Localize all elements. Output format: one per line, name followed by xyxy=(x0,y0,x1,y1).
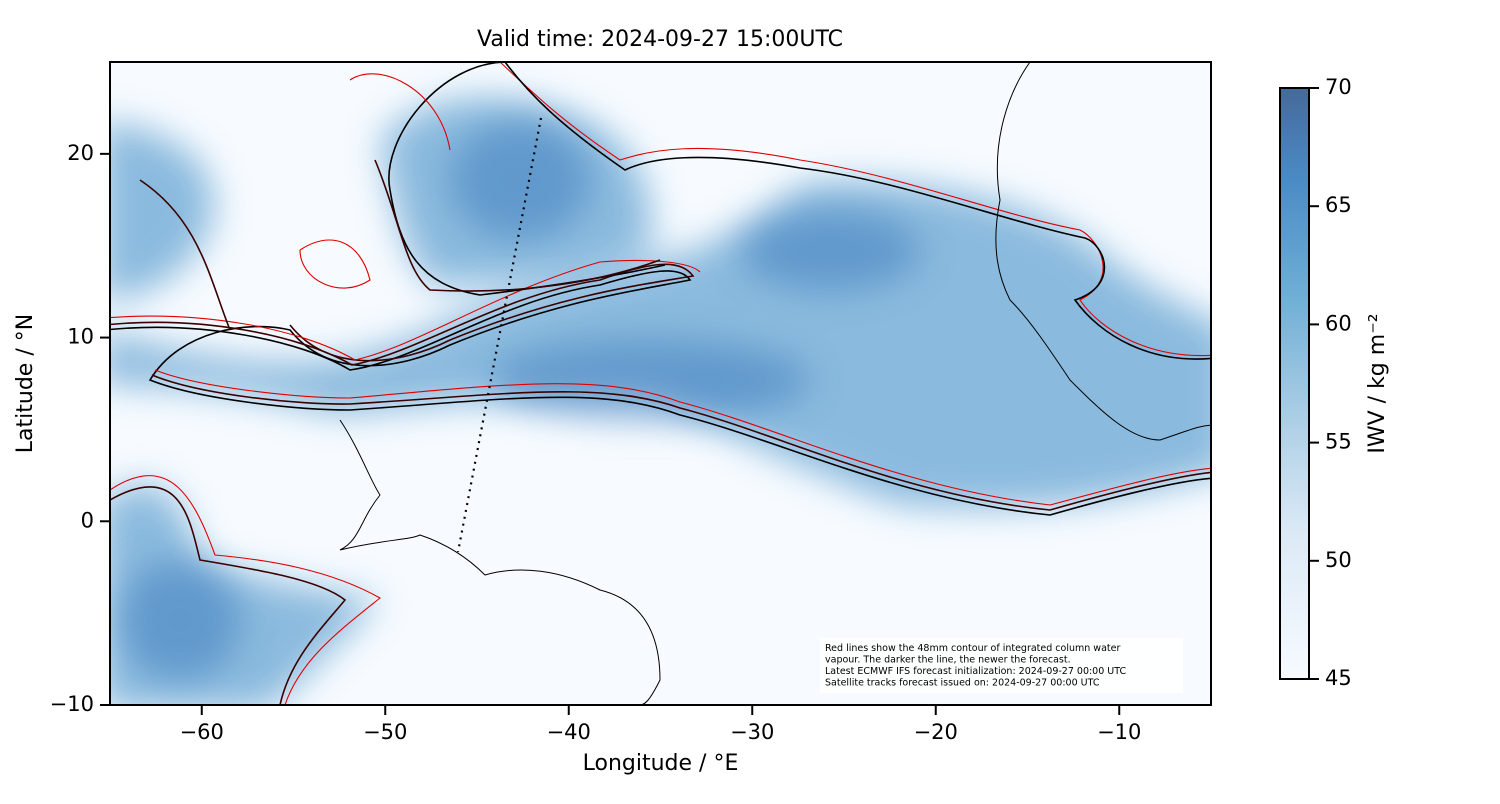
axes: −60 −50 −40 −30 −20 −10 −10 0 10 20 Longitude / °E… xyxy=(13,75,1390,776)
x-tick-label: −50 xyxy=(363,720,407,744)
colorbar-tick-label: 65 xyxy=(1325,193,1352,217)
colorbar-tick-label: 45 xyxy=(1325,666,1352,690)
y-axis-label: Latitude / °N xyxy=(13,314,38,453)
x-tick-label: −30 xyxy=(730,720,774,744)
y-tick-label: 20 xyxy=(67,141,94,165)
annotation-line: Satellite tracks forecast issued on: 202… xyxy=(825,678,1100,689)
chart-title: Valid time: 2024-09-27 15:00UTC xyxy=(477,27,843,52)
colorbar xyxy=(1279,87,1310,680)
map-field xyxy=(110,62,1211,705)
annotation: Red lines show the 48mm contour of integ… xyxy=(825,643,1126,689)
colorbar-tick-label: 50 xyxy=(1325,548,1352,572)
x-tick-label: −10 xyxy=(1097,720,1141,744)
y-tick-label: −10 xyxy=(50,692,94,716)
colorbar-tick-label: 60 xyxy=(1325,311,1352,335)
y-tick-label: 0 xyxy=(81,508,94,532)
colorbar-tick-label: 55 xyxy=(1325,430,1352,454)
plot-frame xyxy=(109,61,1212,706)
y-tick-label: 10 xyxy=(67,325,94,349)
x-axis-label: Longitude / °E xyxy=(583,751,739,776)
x-tick-label: −60 xyxy=(180,720,224,744)
x-tick-label: −20 xyxy=(914,720,958,744)
annotation-line: Red lines show the 48mm contour of integ… xyxy=(825,643,1120,654)
colorbar-label: IWV / kg m⁻² xyxy=(1365,313,1390,453)
colorbar-tick-label: 70 xyxy=(1325,75,1352,99)
x-tick-label: −40 xyxy=(547,720,591,744)
annotation-line: Latest ECMWF IFS forecast initialization… xyxy=(825,666,1126,677)
annotation-line: vapour. The darker the line, the newer t… xyxy=(825,655,1071,666)
